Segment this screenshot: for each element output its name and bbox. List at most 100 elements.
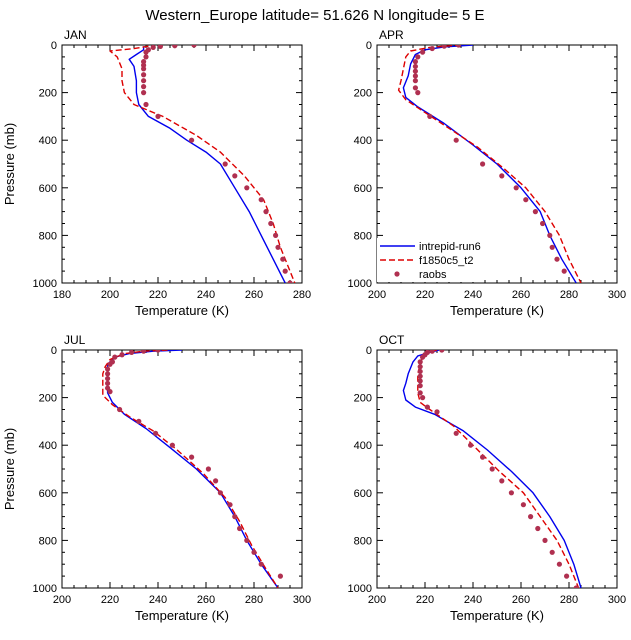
- raobs-point: [275, 244, 281, 250]
- x-tick-label: 220: [149, 289, 167, 301]
- raobs-point: [499, 478, 505, 484]
- y-tick-label: 1000: [348, 278, 372, 290]
- raobs-point: [150, 45, 156, 50]
- panel-month-label: OCT: [379, 333, 405, 347]
- raobs-point: [155, 350, 161, 353]
- x-tick-label: 240: [464, 594, 482, 606]
- raobs-point: [232, 173, 238, 179]
- raobs-point: [136, 418, 142, 424]
- raobs-point: [412, 73, 418, 79]
- panel-oct: 200 220 240 260 280 300 0 200 400 600 800 1000 Tempe…: [348, 333, 627, 623]
- series-line-intrepid-run6: [402, 350, 582, 588]
- raobs-point: [561, 268, 567, 274]
- raobs-point: [554, 256, 560, 262]
- raobs-point: [244, 185, 250, 191]
- series-group: [102, 350, 283, 588]
- raobs-point: [453, 430, 459, 436]
- panel-month-label: APR: [379, 28, 404, 42]
- x-tick-label: 180: [53, 289, 71, 301]
- raobs-point: [520, 502, 527, 508]
- legend-label: raobs: [419, 269, 447, 281]
- raobs-point: [251, 549, 257, 555]
- raobs-point: [119, 352, 125, 358]
- raobs-point: [523, 197, 529, 203]
- x-tick-label: 240: [149, 594, 167, 606]
- raobs-point: [157, 45, 163, 50]
- raobs-point: [287, 280, 293, 283]
- raobs-point: [424, 404, 430, 410]
- x-tick-label: 260: [197, 594, 215, 606]
- raobs-point: [412, 68, 418, 74]
- raobs-point: [280, 256, 286, 262]
- panels-group: 180 200 220 240 260 280 0 200 400 600 800 1000 Tempe…: [2, 28, 626, 623]
- raobs-point: [227, 502, 233, 508]
- raobs-point: [169, 442, 175, 448]
- x-tick-label: 220: [416, 289, 434, 301]
- y-tick-label: 400: [354, 135, 372, 147]
- legend-label: intrepid-run6: [419, 241, 481, 253]
- raobs-point: [129, 350, 135, 355]
- raobs-point: [205, 466, 211, 472]
- raobs-point: [217, 490, 223, 496]
- raobs-point: [456, 45, 462, 48]
- raobs-point: [141, 78, 147, 84]
- raobs-point: [564, 573, 570, 579]
- y-tick-label: 200: [354, 88, 372, 100]
- y-tick-label: 600: [39, 183, 57, 195]
- raobs-point: [540, 220, 546, 227]
- raobs-point: [213, 478, 219, 484]
- raobs-point: [189, 454, 195, 460]
- raobs-point: [258, 197, 264, 203]
- y-tick-label: 800: [354, 230, 372, 242]
- raobs-point: [172, 45, 178, 49]
- raobs-point: [417, 373, 423, 379]
- legend-marker: [394, 271, 400, 277]
- raobs-point: [508, 490, 514, 496]
- raobs-point: [434, 409, 440, 415]
- raobs-point: [141, 350, 147, 354]
- x-tick-label: 260: [512, 594, 530, 606]
- raobs-point: [141, 72, 147, 78]
- raobs-point: [107, 389, 113, 395]
- raobs-point: [258, 561, 264, 567]
- raobs-point: [277, 573, 283, 579]
- raobs-point: [105, 375, 111, 382]
- x-tick-label: 300: [293, 594, 311, 606]
- x-tick-label: 300: [608, 289, 626, 301]
- y-tick-label: 200: [354, 393, 372, 405]
- raobs-point: [141, 66, 147, 72]
- y-tick-label: 0: [51, 345, 57, 357]
- x-tick-label: 240: [197, 289, 215, 301]
- raobs-point: [417, 378, 423, 384]
- raobs-point: [441, 45, 447, 49]
- raobs-point: [412, 78, 418, 84]
- x-axis-label: Temperature (K): [135, 303, 229, 318]
- raobs-point: [143, 54, 149, 60]
- raobs-point: [412, 85, 418, 91]
- raobs-point: [141, 59, 147, 65]
- x-tick-label: 280: [293, 289, 311, 301]
- raobs-point: [549, 549, 555, 555]
- panel-jan: 180 200 220 240 260 280 0 200 400 600 800 1000 Tempe…: [2, 28, 311, 318]
- x-tick-label: 260: [512, 289, 530, 301]
- x-tick-label: 220: [416, 594, 434, 606]
- raobs-point: [528, 514, 534, 520]
- raobs-point: [480, 161, 486, 167]
- raobs-point: [429, 350, 435, 354]
- raobs-point: [556, 561, 563, 567]
- x-tick-label: 240: [464, 289, 482, 301]
- figure-title: Western_Europe latitude= 51.626 N longit…: [145, 7, 484, 24]
- y-tick-label: 800: [39, 230, 57, 242]
- raobs-point: [412, 63, 418, 70]
- raobs-point: [499, 173, 505, 179]
- raobs-point: [420, 354, 426, 360]
- raobs-point: [263, 209, 269, 215]
- raobs-point: [155, 113, 161, 119]
- y-tick-label: 800: [354, 535, 372, 547]
- y-tick-label: 400: [354, 440, 372, 452]
- raobs-point: [412, 59, 418, 65]
- raobs-point: [439, 350, 445, 353]
- raobs-point: [489, 466, 495, 472]
